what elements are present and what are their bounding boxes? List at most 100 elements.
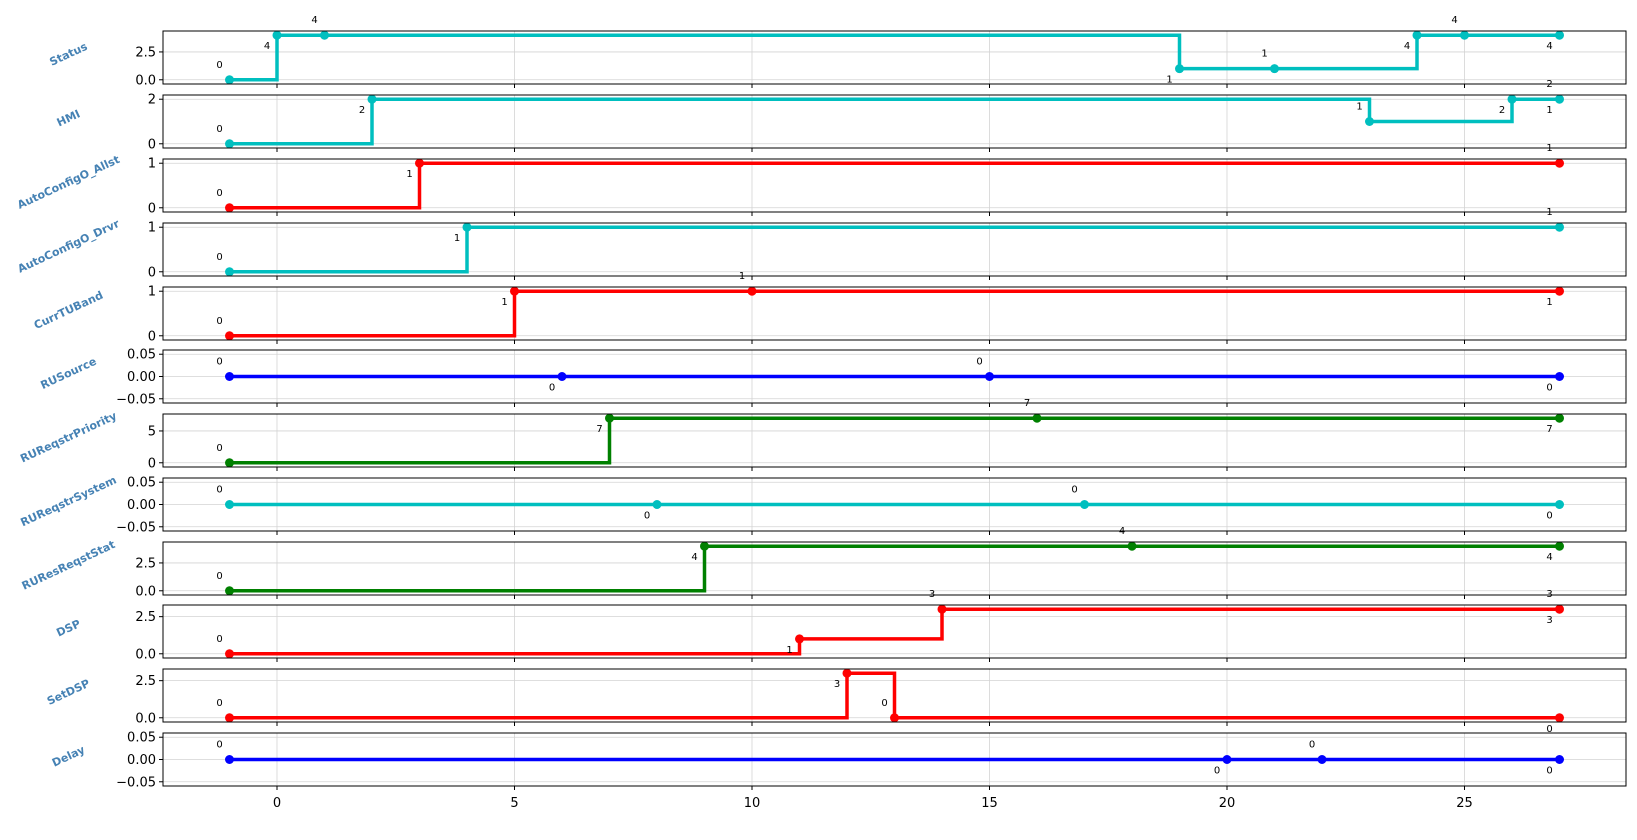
panel-9-series-line <box>229 544 1560 593</box>
panel-10-point-2 <box>937 604 947 614</box>
panel-11-data-label-1: 3 <box>834 679 840 690</box>
panel-5-point-3 <box>1555 286 1564 296</box>
panel-1-signal-name: Status <box>48 40 90 69</box>
panel-10-signal-name: DSP <box>54 617 82 639</box>
panel-6-data-label-2: 0 <box>976 357 982 368</box>
panel-1-data-label-5: 4 <box>1404 41 1410 52</box>
panel-4-ytick-label-0: 0 <box>148 265 156 280</box>
panel-2-data-label-2: 1 <box>1356 102 1362 113</box>
panel-8-ytick-label-2: 0.05 <box>127 476 156 491</box>
panel-11-signal-name: SetDSP <box>45 677 92 708</box>
panel-2-data-label-3: 2 <box>1499 105 1505 116</box>
panel-10-data-label-4: 3 <box>1546 615 1552 626</box>
panel-2-data-label-5: 1 <box>1546 105 1552 116</box>
panel-1-ytick-label-1: 2.5 <box>135 45 156 60</box>
panel-6-signal-name: RUSource <box>39 355 99 392</box>
panel-5-point-2 <box>747 286 757 296</box>
panel-7-signal-name: RUReqstrPriority <box>18 409 119 465</box>
panel-8-data-label-3: 0 <box>1546 511 1552 522</box>
panel-12-data-label-2: 0 <box>1309 740 1315 751</box>
panel-11-point-0 <box>225 713 234 723</box>
panel-10-data-label-0: 0 <box>216 634 222 645</box>
panel-6-point-1 <box>557 372 567 381</box>
panel-10-frame <box>162 604 1627 659</box>
x-tick-label-0: 0 <box>273 796 281 811</box>
panel-2-data-label-0: 0 <box>216 124 222 135</box>
panel-11-data-label-0: 0 <box>216 698 222 709</box>
panel-8-point-3 <box>1555 500 1564 509</box>
panel-3-data-label-0: 0 <box>216 188 222 199</box>
panel-5-data-label-3: 1 <box>1546 297 1552 308</box>
panel-3-point-1 <box>415 158 424 168</box>
panel-7-data-label-1: 7 <box>596 424 602 435</box>
panel-8-data-label-1: 0 <box>644 511 650 522</box>
panel-10-data-label-3: 3 <box>1546 589 1552 600</box>
panel-3-data-label-2: 1 <box>1546 143 1552 154</box>
panel-3-series-line <box>229 161 1560 210</box>
panel-11: 0.0 2.5 0 3 0 0 SetDSP <box>45 668 1627 735</box>
panel-2-point-3 <box>1507 94 1517 104</box>
panel-2-point-2 <box>1365 117 1374 126</box>
panel-12-ytick-label-0: −0.05 <box>116 775 156 790</box>
panel-1-point-6 <box>1460 30 1469 40</box>
panel-2-data-label-1: 2 <box>359 105 365 116</box>
panel-7-ytick-label-1: 5 <box>148 424 156 439</box>
panel-12-point-1 <box>1222 755 1232 764</box>
panel-10-ytick-label-0: 0.0 <box>135 647 156 662</box>
panel-6-ytick-label-2: 0.05 <box>127 348 156 363</box>
panel-5-ytick-label-1: 1 <box>148 285 156 300</box>
panel-1-data-label-3: 1 <box>1166 75 1172 86</box>
panel-12-data-label-1: 0 <box>1214 766 1220 777</box>
panel-4-point-0 <box>225 267 234 277</box>
panel-1-data-label-2: 4 <box>311 15 317 26</box>
panel-5-ytick-label-0: 0 <box>148 329 156 344</box>
panel-1: 0.0 2.5 0 4 4 1 1 4 4 4 Status <box>48 15 1627 88</box>
panel-8-ytick-label-0: −0.05 <box>116 520 156 535</box>
panel-10-ytick-label-1: 2.5 <box>135 610 156 625</box>
panel-8-point-1 <box>652 500 662 509</box>
panel-7-data-label-3: 7 <box>1546 424 1552 435</box>
panel-2-ytick-label-1: 2 <box>148 93 156 108</box>
panel-5-data-label-1: 1 <box>501 297 507 308</box>
panel-2-frame <box>162 94 1627 149</box>
panel-1-ytick-label-0: 0.0 <box>135 73 156 88</box>
panel-11-point-1 <box>842 668 852 678</box>
panel-2-point-1 <box>367 94 377 104</box>
panel-9-point-1 <box>700 541 709 551</box>
panel-1-data-label-4: 1 <box>1261 49 1267 60</box>
panel-5-point-1 <box>510 286 519 296</box>
panel-12: −0.05 0.00 0.05 0 0 0 0 Delay <box>50 731 1627 790</box>
panel-12-data-label-3: 0 <box>1546 766 1552 777</box>
panel-7-point-0 <box>225 458 234 468</box>
panel-10-series-line <box>229 607 1560 656</box>
panel-10-data-label-2: 3 <box>929 589 935 600</box>
panel-7-point-2 <box>1032 413 1042 423</box>
panel-10-point-0 <box>225 649 234 659</box>
panel-9-ytick-label-0: 0.0 <box>135 584 156 599</box>
panel-4-point-1 <box>462 222 472 232</box>
panel-6-ytick-label-1: 0.00 <box>127 370 156 385</box>
panel-10-data-label-1: 1 <box>786 645 792 656</box>
panel-5-frame <box>162 286 1627 341</box>
panel-7-data-label-2: 7 <box>1024 398 1030 409</box>
panel-1-point-5 <box>1412 30 1422 40</box>
panel-7-frame <box>162 413 1627 468</box>
panel-4-data-label-0: 0 <box>216 252 222 263</box>
panel-4: 0 1 0 1 1 AutoConfigO_Drvr <box>16 207 1627 280</box>
panel-12-signal-name: Delay <box>50 743 87 769</box>
panel-12-frame <box>162 732 1627 787</box>
panel-3-signal-name: AutoConfigO_Allst <box>15 153 121 212</box>
panel-7-point-3 <box>1555 413 1564 423</box>
panel-9-data-label-2: 4 <box>1119 526 1125 537</box>
panel-8-data-label-0: 0 <box>216 485 222 496</box>
panel-6-point-2 <box>985 372 994 381</box>
panel-12-point-0 <box>225 755 234 764</box>
panel-9-data-label-3: 4 <box>1546 552 1552 563</box>
panel-11-ytick-label-1: 2.5 <box>135 674 156 689</box>
x-tick-label-3: 15 <box>981 796 998 811</box>
panel-8-frame <box>162 477 1627 532</box>
panel-3-ytick-label-0: 0 <box>148 201 156 216</box>
panel-4-frame <box>162 222 1627 277</box>
